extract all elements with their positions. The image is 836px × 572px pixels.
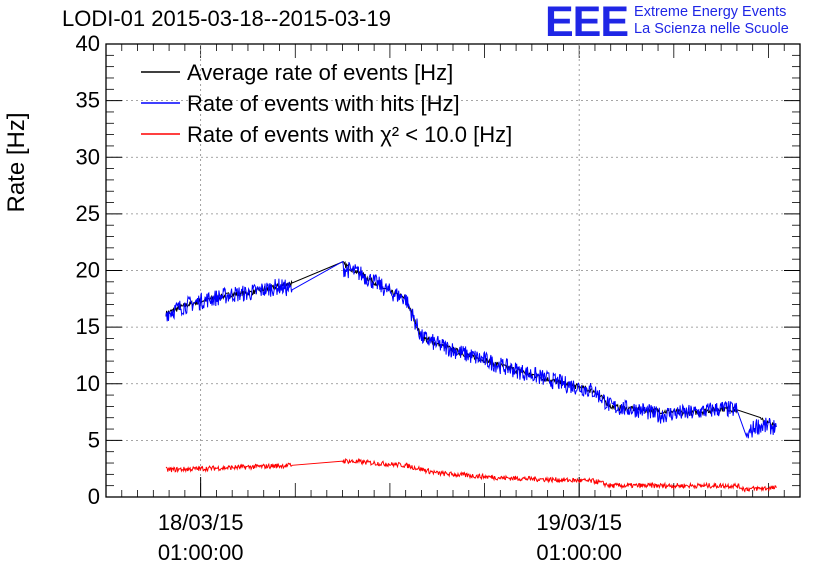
- y-axis-label: Rate [Hz]: [3, 112, 30, 212]
- y-tick-label: 5: [88, 427, 100, 452]
- logo-mark: EEE: [545, 0, 629, 46]
- legend-item-hits-label: Rate of events with hits [Hz]: [187, 91, 460, 116]
- y-tick-label: 15: [76, 314, 100, 339]
- eee-logo: EEE Extreme Energy Events La Scienza nel…: [545, 0, 789, 46]
- x-tick-time: 01:00:00: [536, 540, 622, 565]
- y-tick-label: 0: [88, 484, 100, 509]
- logo-line-1: Extreme Energy Events: [634, 4, 787, 20]
- x-tick-date: 18/03/15: [158, 510, 244, 535]
- legend-item-chi2-label: Rate of events with χ² < 10.0 [Hz]: [187, 122, 512, 147]
- y-tick-label: 30: [76, 144, 100, 169]
- chart-title: LODI-01 2015-03-18--2015-03-19: [62, 6, 391, 31]
- y-tick-label: 20: [76, 258, 100, 283]
- y-tick-label: 35: [76, 88, 100, 113]
- logo-text: Extreme Energy Events La Scienza nelle S…: [634, 4, 789, 38]
- legend-item-average-label: Average rate of events [Hz]: [187, 60, 453, 85]
- series-line-hits: [165, 260, 777, 439]
- y-tick-label: 40: [76, 31, 100, 56]
- y-tick-label: 10: [76, 371, 100, 396]
- series-line-chi2: [165, 457, 777, 493]
- x-tick-date: 19/03/15: [536, 510, 622, 535]
- x-tick-time: 01:00:00: [158, 540, 244, 565]
- y-tick-label: 25: [76, 201, 100, 226]
- logo-line-2: La Scienza nelle Scuole: [634, 21, 789, 37]
